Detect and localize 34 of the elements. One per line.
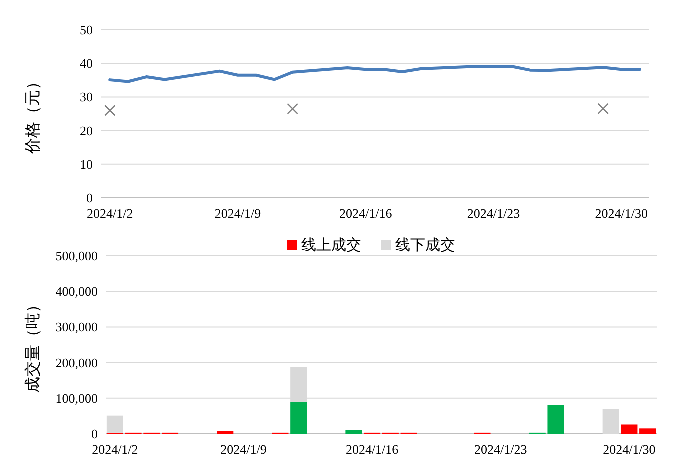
y-tick-label: 30 — [80, 90, 93, 105]
x-tick-label: 2024/1/30 — [603, 442, 656, 457]
x-tick-label: 2024/1/16 — [340, 206, 393, 221]
y-tick-label: 0 — [92, 426, 98, 442]
x-tick-label: 2024/1/23 — [474, 442, 528, 457]
y-axis-title: 成交量（吨） — [23, 297, 42, 393]
bar — [602, 409, 620, 434]
y-axis-title: 价格（元） — [23, 74, 42, 155]
y-tick-label: 10 — [80, 156, 93, 172]
bar — [621, 424, 638, 434]
y-tick-label: 400,000 — [56, 284, 98, 300]
y-tick-label: 50 — [80, 22, 93, 38]
line-series — [108, 65, 642, 84]
bar — [290, 402, 308, 434]
y-tick-label: 200,000 — [56, 355, 98, 370]
x-tick-label: 2024/1/23 — [467, 206, 520, 221]
y-tick-label: 100,000 — [56, 390, 98, 406]
x-tick-label: 2024/1/9 — [214, 206, 262, 221]
bar — [106, 416, 124, 433]
legend-label: 线上成交 — [302, 236, 362, 254]
x-tick-label: 2024/1/2 — [87, 206, 134, 221]
y-tick-label: 20 — [80, 123, 93, 138]
bar — [346, 430, 362, 434]
y-tick-label: 300,000 — [56, 320, 98, 335]
bar — [217, 431, 234, 434]
x-tick-label: 2024/1/30 — [595, 206, 648, 221]
x-tick-label: 2024/1/2 — [92, 442, 138, 457]
legend-label: 线下成交 — [396, 236, 456, 254]
x-tick-label: 2024/1/16 — [346, 442, 400, 457]
y-tick-label: 500,000 — [56, 248, 98, 264]
y-tick-label: 0 — [86, 190, 93, 206]
x-tick-label: 2024/1/9 — [220, 442, 267, 457]
bar — [640, 428, 656, 434]
y-tick-label: 40 — [80, 56, 93, 72]
